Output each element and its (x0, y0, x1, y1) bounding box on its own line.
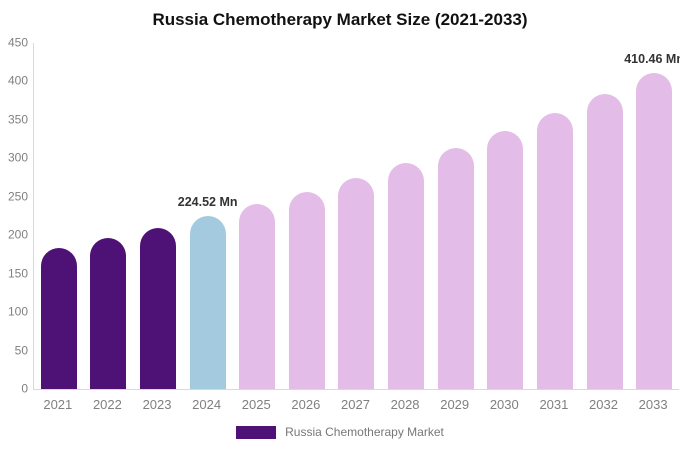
bar-2021[interactable] (40, 247, 77, 389)
legend: Russia Chemotherapy Market (0, 425, 680, 439)
bar-2027[interactable] (338, 177, 375, 389)
bar-column-2028 (381, 43, 431, 389)
bar-2029[interactable] (437, 147, 474, 389)
y-tick-50: 50 (14, 343, 28, 358)
bar-2033[interactable] (636, 73, 673, 389)
bar-2030[interactable] (487, 130, 524, 389)
legend-item-russia-chemotherapy-market[interactable]: Russia Chemotherapy Market (236, 425, 444, 439)
bar-column-2033: 410.46 Mn (624, 43, 680, 389)
bar-column-2025 (232, 43, 282, 389)
bar-column-2029 (431, 43, 481, 389)
x-tick-2031: 2031 (539, 397, 569, 412)
x-tick-2023: 2023 (142, 397, 172, 412)
legend-label: Russia Chemotherapy Market (285, 425, 444, 439)
y-tick-350: 350 (7, 112, 28, 127)
y-tick-250: 250 (7, 189, 28, 204)
y-tick-400: 400 (7, 73, 28, 88)
bar-column-2022 (84, 43, 134, 389)
y-tick-0: 0 (21, 381, 28, 396)
bar-column-2027 (332, 43, 382, 389)
y-tick-150: 150 (7, 266, 28, 281)
bar-column-2031 (530, 43, 580, 389)
bar-2028[interactable] (388, 163, 425, 389)
y-tick-300: 300 (7, 150, 28, 165)
bar-value-label-2024: 224.52 Mn (177, 195, 238, 210)
bar-2022[interactable] (90, 238, 127, 389)
bar-column-2021 (34, 43, 84, 389)
x-tick-2022: 2022 (92, 397, 122, 412)
bar-2032[interactable] (586, 93, 623, 389)
bar-column-2026 (282, 43, 332, 389)
x-tick-2025: 2025 (241, 397, 271, 412)
bar-2023[interactable] (140, 227, 177, 389)
bar-2025[interactable] (239, 204, 276, 389)
bar-2031[interactable] (536, 112, 573, 389)
x-tick-2030: 2030 (489, 397, 519, 412)
chart-title: Russia Chemotherapy Market Size (2021-20… (152, 10, 528, 29)
y-tick-450: 450 (7, 35, 28, 50)
x-tick-2029: 2029 (440, 397, 470, 412)
bar-column-2023 (133, 43, 183, 389)
bar-column-2024: 224.52 Mn (178, 43, 238, 389)
y-axis: 0 50 100 150 200 250 300 350 400 450 (0, 36, 28, 395)
bar-column-2032 (580, 43, 630, 389)
x-tick-2026: 2026 (291, 397, 321, 412)
bar-column-2030 (480, 43, 530, 389)
bar-value-label-2033: 410.46 Mn (624, 52, 680, 67)
x-tick-2027: 2027 (341, 397, 370, 412)
bar-2024[interactable] (189, 216, 226, 389)
x-tick-2032: 2032 (589, 397, 618, 412)
x-tick-2028: 2028 (390, 397, 420, 412)
legend-swatch (236, 425, 277, 439)
y-tick-200: 200 (7, 227, 28, 242)
x-axis: 2021 2022 2023 2024 2025 2026 2027 2028 2029 2030… (33, 397, 678, 412)
bar-2026[interactable] (288, 191, 325, 389)
y-tick-100: 100 (7, 304, 28, 319)
plot-area: 224.52 Mn 410.46 Mn (33, 43, 680, 390)
x-tick-2024: 2024 (192, 397, 222, 412)
x-tick-2033: 2033 (638, 397, 668, 412)
x-tick-2021: 2021 (43, 397, 73, 412)
